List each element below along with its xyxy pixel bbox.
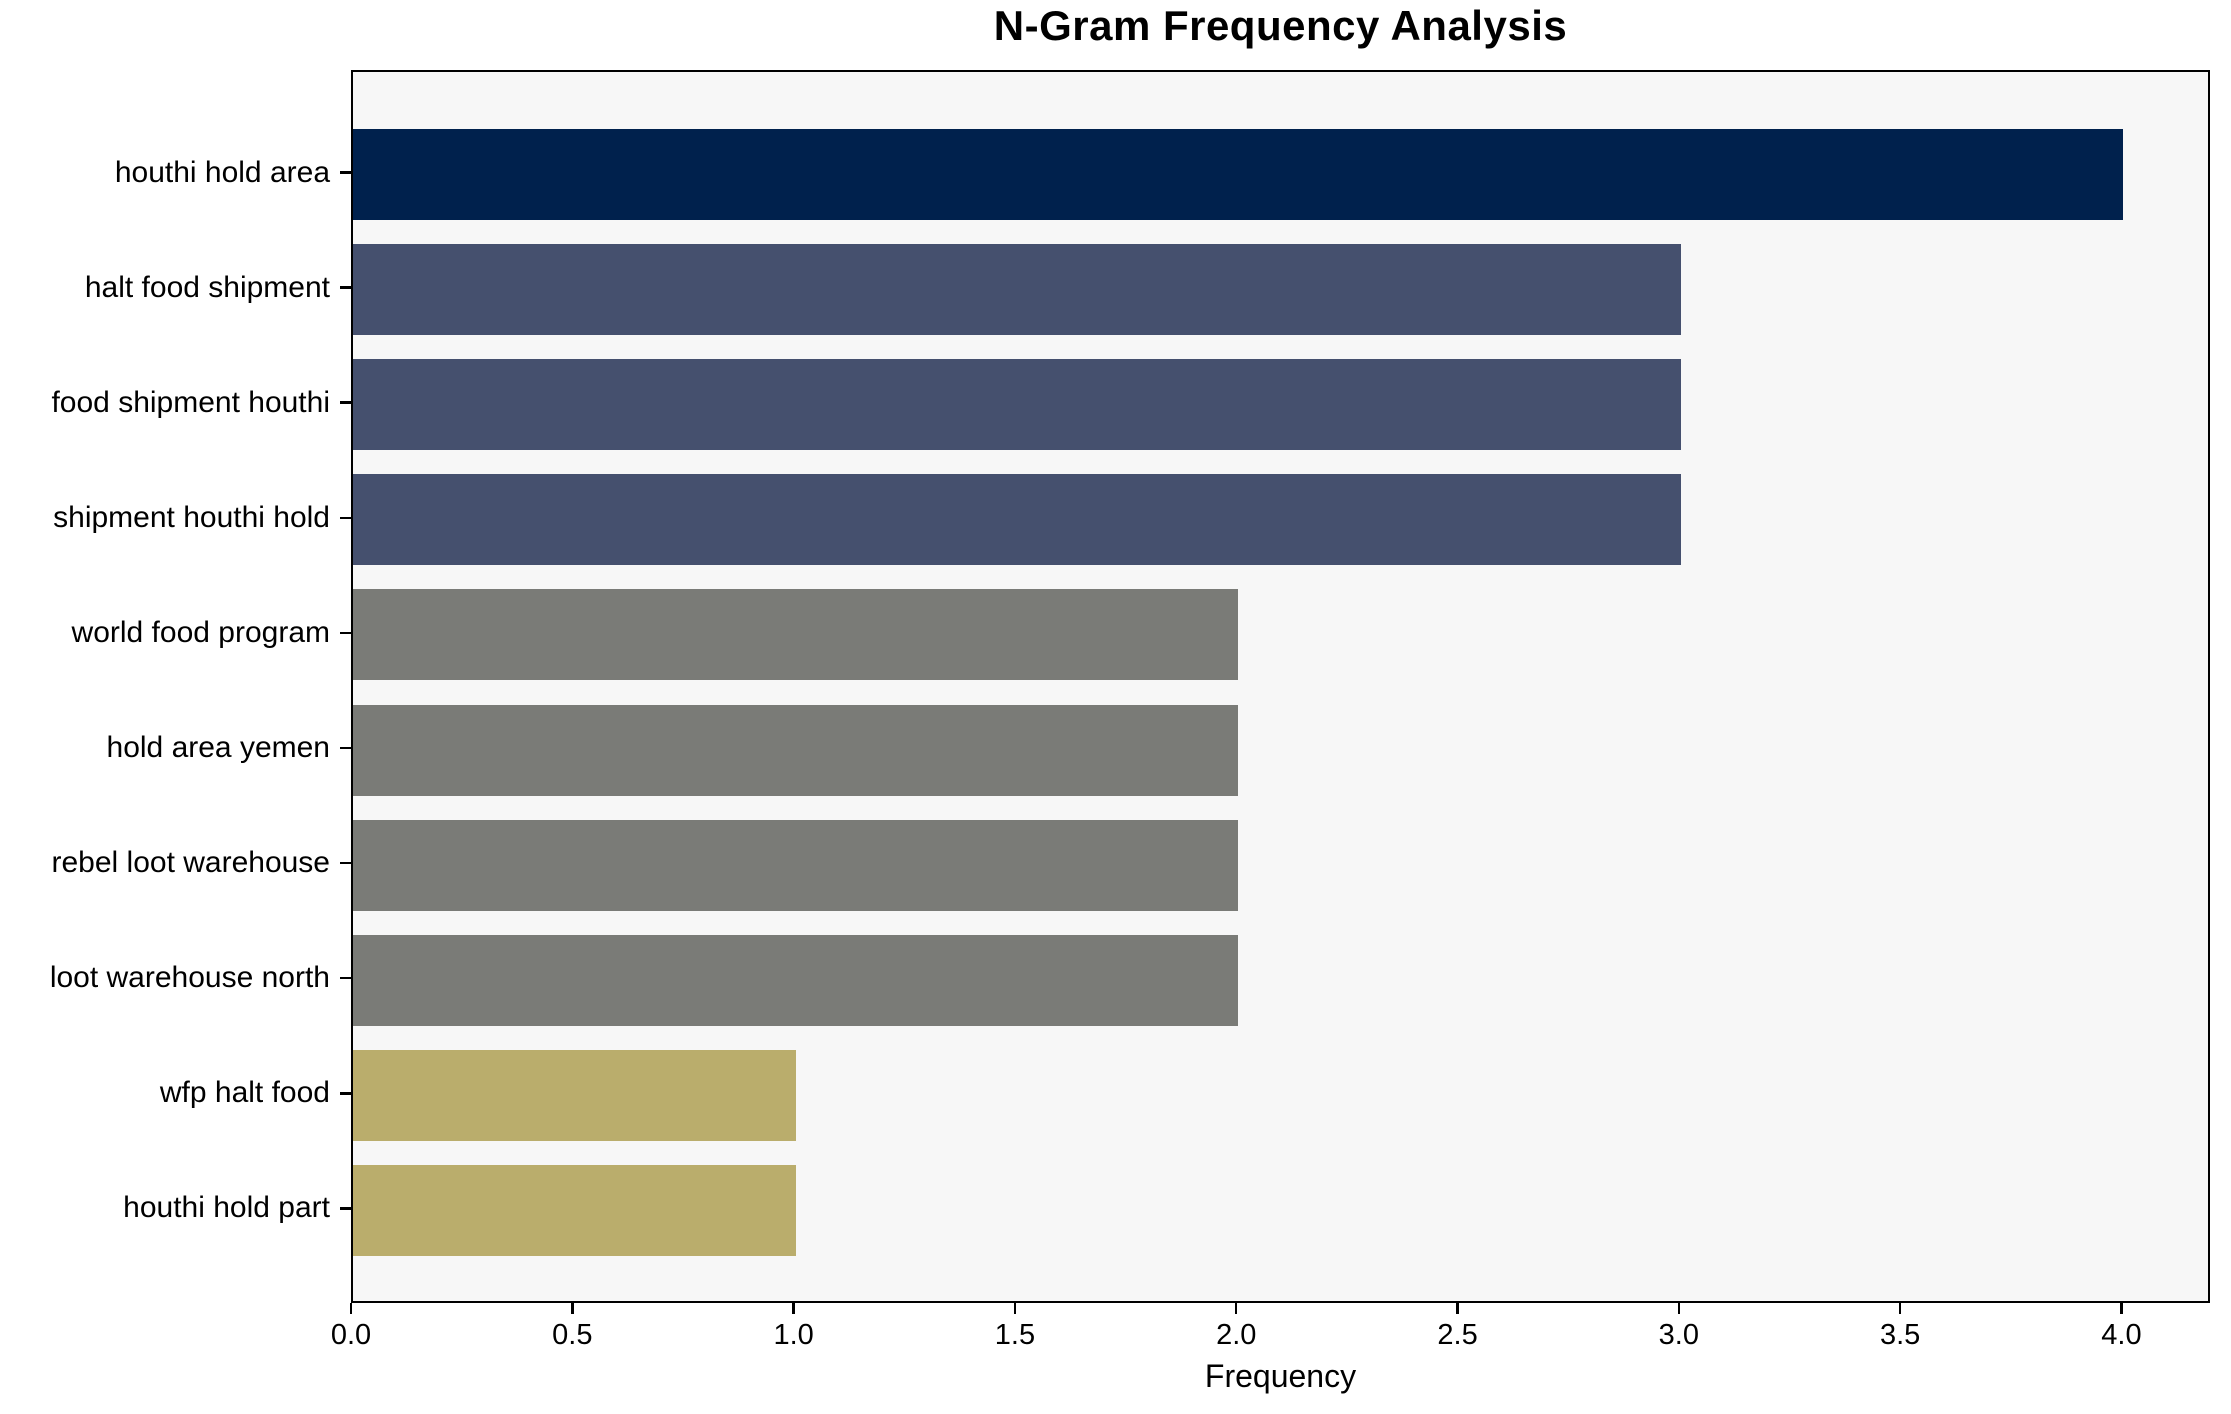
x-axis-title: Frequency	[1204, 1358, 1357, 1394]
x-tick-mark	[349, 1303, 353, 1314]
x-tick-label-4.0: 4.0	[2101, 1319, 2142, 1351]
chart-title: N-Gram Frequency Analysis	[993, 2, 1568, 49]
y-tick-mark	[340, 171, 351, 174]
plot-area	[351, 70, 2210, 1303]
y-tick-label-shipment-houthi-hold: shipment houthi hold	[53, 500, 330, 534]
y-tick-mark	[340, 1207, 351, 1210]
y-tick-label-houthi-hold-part: houthi hold part	[123, 1191, 330, 1225]
x-tick-label-3.5: 3.5	[1879, 1319, 1921, 1351]
y-tick-mark	[340, 631, 351, 635]
x-tick-label-3.0: 3.0	[1658, 1319, 1700, 1351]
y-tick-label-world-food-program: world food program	[71, 615, 330, 649]
bar-hold-area-yemen	[353, 704, 1239, 796]
x-tick-mark	[2120, 1303, 2123, 1314]
bar-houthi-hold-area	[353, 129, 2124, 220]
x-tick-label-2.5: 2.5	[1437, 1319, 1478, 1351]
x-tick-label-0.5: 0.5	[552, 1319, 593, 1351]
y-tick-mark	[340, 401, 351, 404]
bar-shipment-houthi-hold	[353, 474, 1681, 566]
x-tick-label-1.5: 1.5	[994, 1319, 1036, 1351]
x-tick-label-0.0: 0.0	[330, 1319, 372, 1351]
x-tick-mark	[1234, 1303, 1238, 1314]
y-tick-mark	[340, 976, 351, 980]
bar-rebel-loot-warehouse	[353, 819, 1239, 911]
y-tick-mark	[340, 861, 351, 865]
x-tick-mark	[571, 1303, 574, 1314]
x-tick-mark	[1013, 1303, 1017, 1314]
bar-world-food-program	[353, 589, 1239, 681]
bar-houthi-hold-part	[353, 1164, 796, 1256]
x-tick-label-2.0: 2.0	[1216, 1319, 1257, 1351]
y-tick-label-wfp-halt-food: wfp halt food	[159, 1076, 330, 1110]
y-tick-label-halt-food-shipment: halt food shipment	[84, 270, 330, 304]
y-tick-label-food-shipment-houthi: food shipment houthi	[51, 385, 330, 419]
y-tick-label-hold-area-yemen: hold area yemen	[106, 731, 330, 764]
bar-halt-food-shipment	[353, 244, 1681, 336]
y-tick-label-houthi-hold-area: houthi hold area	[114, 155, 330, 189]
x-tick-mark	[1898, 1303, 1902, 1314]
y-tick-mark	[340, 516, 351, 520]
x-tick-mark	[792, 1303, 795, 1314]
bar-wfp-halt-food	[353, 1049, 796, 1141]
y-tick-mark	[340, 286, 351, 289]
y-tick-label-rebel-loot-warehouse: rebel loot warehouse	[51, 846, 330, 880]
bar-loot-warehouse-north	[353, 934, 1239, 1026]
x-tick-label-1.0: 1.0	[773, 1319, 814, 1351]
x-tick-mark	[1677, 1303, 1681, 1314]
bar-food-shipment-houthi	[353, 359, 1681, 451]
y-tick-label-loot-warehouse-north: loot warehouse north	[49, 961, 330, 995]
x-tick-mark	[1456, 1303, 1459, 1314]
y-tick-mark	[340, 746, 351, 750]
y-tick-mark	[340, 1092, 351, 1095]
